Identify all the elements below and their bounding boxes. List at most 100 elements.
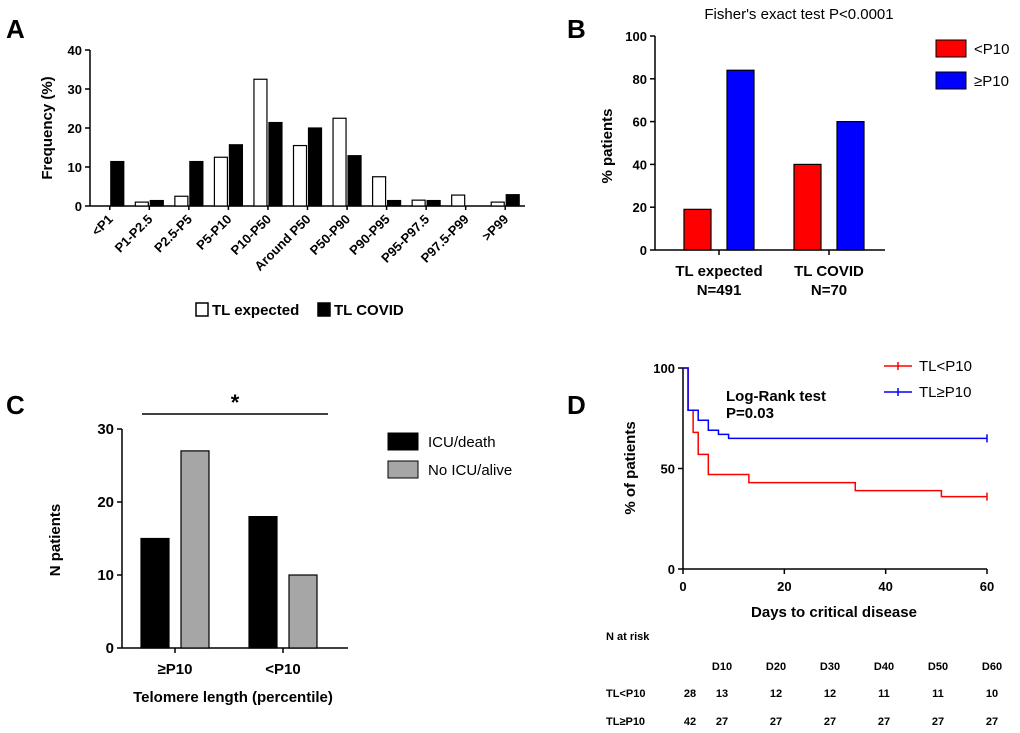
legend-swatch-tl-expected <box>195 302 209 317</box>
risk-cell: 12 <box>770 688 782 700</box>
b-y-tick-label: 80 <box>633 72 647 87</box>
legend-label-tl-expected: TL expected <box>212 302 299 319</box>
risk-cell: 42 <box>684 716 696 728</box>
significance-star: * <box>231 390 240 415</box>
a-y-tick-label: 30 <box>68 82 82 97</box>
a-bar-covid <box>268 121 283 207</box>
risk-cell: 12 <box>824 688 836 700</box>
a-bar-expected <box>490 201 505 207</box>
legend-label-tl-covid: TL COVID <box>334 302 404 319</box>
legend-swatch-no-icu-alive <box>387 460 419 479</box>
panel-b-y-label: % patients <box>599 108 616 183</box>
c-bar-icu-death <box>140 537 170 649</box>
risk-column-header: D50 <box>928 661 948 673</box>
a-y-tick-label: 40 <box>68 43 82 58</box>
logrank-p: P=0.03 <box>726 405 774 422</box>
risk-table-title: N at risk <box>606 631 650 643</box>
risk-cell: 27 <box>878 716 890 728</box>
c-x-tick-label: ≥P10 <box>158 661 193 678</box>
risk-cell: 10 <box>986 688 998 700</box>
risk-cell: 28 <box>684 688 696 700</box>
a-bar-covid <box>149 199 164 207</box>
b-bar-above-p10 <box>836 120 865 251</box>
risk-cell: 11 <box>878 688 890 700</box>
d-y-tick-label: 0 <box>668 562 675 577</box>
c-y-tick-label: 0 <box>106 640 114 657</box>
panel-d-x-label: Days to critical disease <box>751 604 917 621</box>
c-x-tick-label: <P10 <box>265 661 300 678</box>
panel-b-legend: <P10 ≥P10 <box>935 39 1009 90</box>
a-x-tick-label: P1-P2.5 <box>112 212 156 256</box>
a-bar-expected <box>371 176 387 207</box>
legend-label-tl-below: TL<P10 <box>919 358 972 375</box>
a-bar-expected <box>332 117 347 207</box>
panel-a-legend: TL expected TL COVID <box>195 302 404 319</box>
d-x-tick-label: 20 <box>777 579 791 594</box>
a-bar-expected <box>213 156 229 207</box>
panel-d-legend: TL<P10 TL≥P10 <box>884 358 972 401</box>
b-y-tick-label: 40 <box>633 157 647 172</box>
risk-column-header: D10 <box>712 661 732 673</box>
a-x-tick-label: >P99 <box>479 212 511 244</box>
risk-cell: 27 <box>824 716 836 728</box>
risk-cell: 27 <box>770 716 782 728</box>
risk-column-header: D30 <box>820 661 840 673</box>
d-x-tick-label: 60 <box>980 579 994 594</box>
km-curve-tl-above-p10 <box>683 367 987 440</box>
b-x-tick-label: N=491 <box>697 282 742 299</box>
risk-cell: 13 <box>716 688 728 700</box>
risk-row-label: TL<P10 <box>606 688 645 700</box>
panel-label-c: C <box>6 390 25 420</box>
legend-label-below-p10: <P10 <box>974 41 1009 58</box>
risk-row-label: TL≥P10 <box>606 716 645 728</box>
legend-label-above-p10: ≥P10 <box>974 73 1009 90</box>
risk-column-header: D40 <box>874 661 894 673</box>
b-x-tick-label: TL expected <box>675 263 762 280</box>
a-x-tick-label: P50-P90 <box>307 212 353 258</box>
c-y-tick-label: 10 <box>97 567 114 584</box>
c-bar-no-icu-alive <box>180 450 210 649</box>
b-bar-below-p10 <box>683 208 712 251</box>
d-x-tick-label: 40 <box>878 579 892 594</box>
a-bar-expected <box>174 195 189 207</box>
panel-b-title: Fisher's exact test P<0.0001 <box>704 6 893 23</box>
panel-c-x-label: Telomere length (percentile) <box>133 689 333 706</box>
legend-swatch-above-p10 <box>935 71 967 90</box>
panel-a: Frequency (%) TL expected TL COVID 0 10 20… <box>39 43 525 319</box>
legend-label-no-icu-alive: No ICU/alive <box>428 462 512 479</box>
b-x-tick-label: N=70 <box>811 282 847 299</box>
a-bar-covid <box>505 194 520 207</box>
c-bar-no-icu-alive <box>288 574 318 649</box>
risk-cell: 27 <box>932 716 944 728</box>
b-y-tick-label: 0 <box>640 243 647 258</box>
a-bar-covid <box>347 155 362 207</box>
panel-d: % of patients Days to critical disease L… <box>606 358 1002 728</box>
risk-column-header: D20 <box>766 661 786 673</box>
a-bar-expected <box>134 201 149 207</box>
risk-cell: 27 <box>716 716 728 728</box>
b-y-tick-label: 60 <box>633 115 647 130</box>
legend-label-icu-death: ICU/death <box>428 434 496 451</box>
a-y-tick-label: 10 <box>68 160 82 175</box>
d-y-tick-label: 100 <box>653 361 675 376</box>
d-y-tick-label: 50 <box>661 462 675 477</box>
panel-a-y-label: Frequency (%) <box>39 76 56 179</box>
panel-label-d: D <box>567 390 586 420</box>
a-y-tick-label: 20 <box>68 121 82 136</box>
a-bar-expected <box>292 144 308 207</box>
b-y-tick-label: 20 <box>633 200 647 215</box>
panel-label-a: A <box>6 14 25 44</box>
risk-column-header: D60 <box>982 661 1002 673</box>
legend-swatch-icu-death <box>387 432 419 451</box>
a-y-tick-label: 0 <box>75 199 82 214</box>
panel-b: Fisher's exact test P<0.0001 % patients … <box>599 6 1009 299</box>
a-bar-expected <box>451 194 466 207</box>
a-x-tick-label: <P1 <box>89 212 116 239</box>
a-bar-covid <box>228 144 244 207</box>
risk-cell: 11 <box>932 688 944 700</box>
panel-c-y-label: N patients <box>47 504 64 577</box>
c-y-tick-label: 30 <box>97 421 114 438</box>
b-x-tick-label: TL COVID <box>794 263 864 280</box>
c-y-tick-label: 20 <box>97 494 114 511</box>
panel-d-y-label: % of patients <box>622 421 639 514</box>
